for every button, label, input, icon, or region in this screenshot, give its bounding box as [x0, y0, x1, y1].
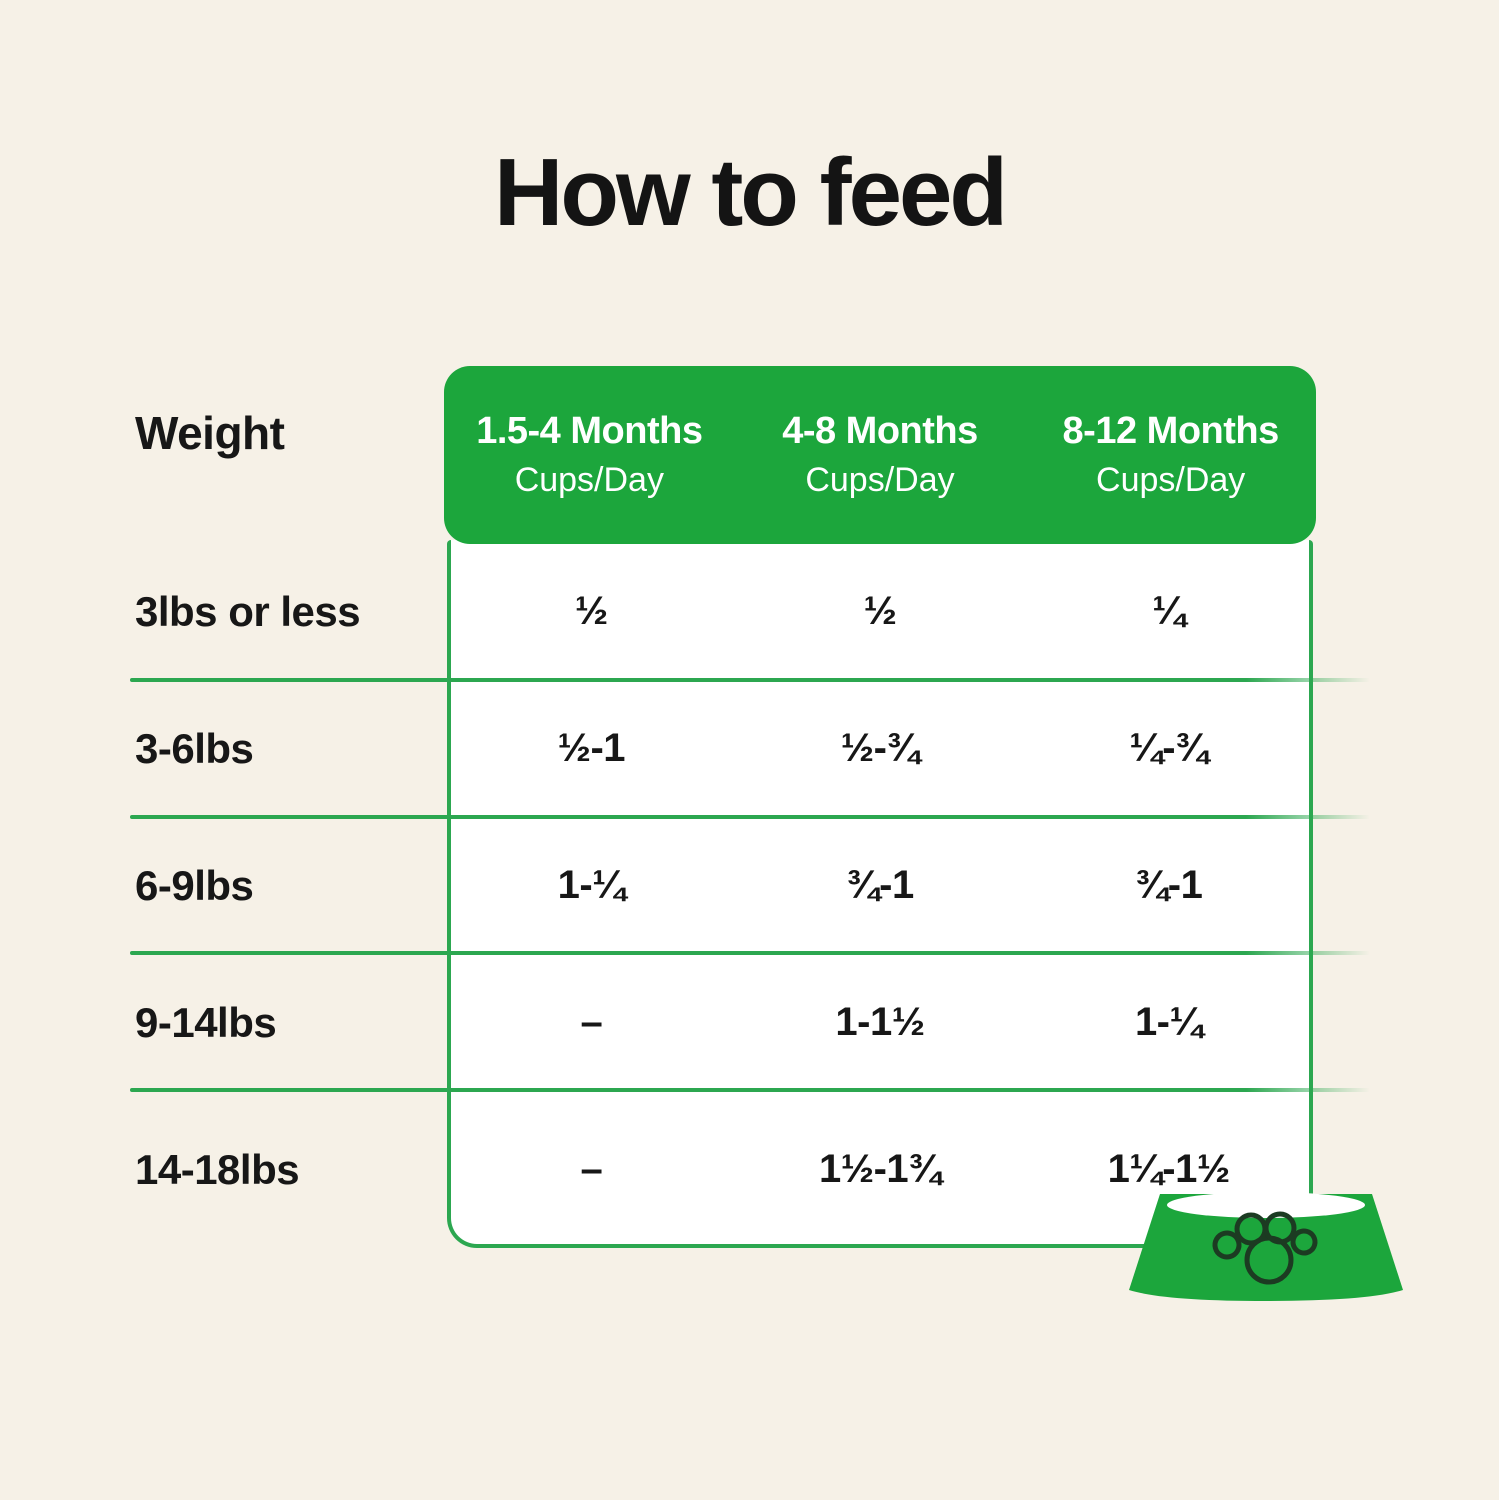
weight-row-label: 3lbs or less: [135, 587, 361, 635]
paw-print-icon: [1212, 1211, 1318, 1285]
column-unit-label: Cups/Day: [805, 461, 955, 500]
table-cell: ½: [863, 589, 897, 633]
table-cell: 1¼-1½: [1107, 1147, 1231, 1191]
table-cell: ¾-1: [846, 863, 914, 907]
weight-row-label: 9-14lbs: [135, 998, 277, 1046]
table-cell: 1½-1¾: [818, 1147, 942, 1191]
weight-labels-column: 3lbs or less 3-6lbs 6-9lbs 9-14lbs 14-18…: [135, 543, 435, 1248]
table-cell: 1-¼: [557, 863, 626, 907]
table-cell: –: [580, 1147, 603, 1191]
dog-bowl-icon: [1128, 1184, 1404, 1304]
dog-bowl-graphic: [1129, 1192, 1403, 1301]
column-unit-label: Cups/Day: [514, 461, 664, 500]
weight-column-header: Weight: [135, 407, 285, 459]
table-cell: –: [580, 1000, 603, 1044]
table-cell: ¼: [1152, 589, 1186, 633]
weight-row-label: 3-6lbs: [135, 724, 254, 772]
column-header-1: 1.5-4 Months Cups/Day: [444, 410, 735, 501]
feeding-values-grid: ½ ½ ¼ ½-1 ½-¾ ¼-¾ 1-¼ ¾-1 ¾-1 – 1-1½ 1-¼…: [447, 543, 1313, 1248]
row-separator: [130, 678, 1370, 682]
table-cell: ½: [574, 589, 608, 633]
column-range-label: 1.5-4 Months: [476, 409, 703, 452]
column-header-3: 8-12 Months Cups/Day: [1025, 410, 1316, 501]
table-cell: 1-¼: [1134, 1000, 1203, 1044]
row-separator: [130, 1088, 1370, 1092]
column-header-2: 4-8 Months Cups/Day: [735, 410, 1026, 501]
age-columns-header: 1.5-4 Months Cups/Day 4-8 Months Cups/Da…: [444, 366, 1316, 544]
weight-row-label: 6-9lbs: [135, 861, 254, 909]
table-cell: ¼-¾: [1129, 726, 1208, 770]
feeding-table-body: [447, 540, 1313, 1248]
column-range-label: 8-12 Months: [1062, 409, 1280, 452]
column-unit-label: Cups/Day: [1096, 461, 1246, 500]
column-range-label: 4-8 Months: [782, 409, 978, 452]
row-separator: [130, 951, 1370, 955]
row-separator: [130, 815, 1370, 819]
weight-row-label: 14-18lbs: [135, 1145, 300, 1193]
table-cell: ¾-1: [1134, 863, 1203, 907]
table-cell: ½-¾: [840, 726, 920, 770]
page-title: How to feed: [494, 139, 1008, 246]
table-cell: 1-1½: [835, 1000, 925, 1044]
table-cell: ½-1: [557, 726, 626, 770]
